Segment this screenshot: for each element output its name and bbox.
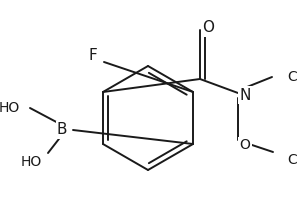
Text: O: O bbox=[240, 138, 250, 152]
Text: F: F bbox=[88, 47, 97, 63]
Text: N: N bbox=[239, 88, 251, 102]
Text: CH₃: CH₃ bbox=[287, 153, 297, 167]
Text: HO: HO bbox=[21, 155, 42, 169]
Text: B: B bbox=[57, 122, 67, 138]
Text: CH₃: CH₃ bbox=[287, 70, 297, 84]
Text: O: O bbox=[202, 21, 214, 35]
Text: HO: HO bbox=[0, 101, 20, 115]
